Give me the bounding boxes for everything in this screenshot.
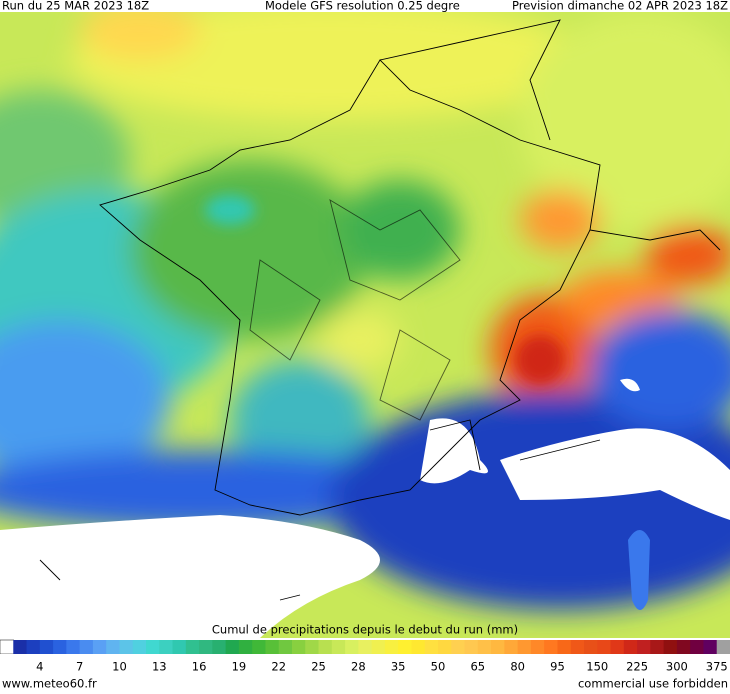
tick-label: 4 (36, 660, 43, 674)
color-swatch (0, 639, 15, 655)
color-swatch (26, 640, 41, 654)
color-swatch (345, 640, 359, 654)
color-swatch (305, 640, 320, 654)
color-swatch (278, 640, 293, 654)
color-swatch (584, 640, 598, 654)
color-swatch (384, 640, 399, 654)
color-swatch (530, 640, 545, 654)
color-swatch (146, 640, 160, 654)
tick-label: 65 (470, 660, 485, 674)
legend-title: Cumul de precipitations depuis le debut … (212, 623, 518, 637)
color-swatch (623, 640, 638, 654)
legend-band (0, 654, 730, 690)
color-swatch (663, 640, 678, 654)
color-swatch (716, 640, 730, 654)
color-swatch (79, 640, 94, 654)
color-swatch (650, 640, 665, 654)
color-swatch (411, 640, 426, 654)
run-label: Run du 25 MAR 2023 18Z (2, 0, 149, 13)
color-swatch (703, 640, 718, 654)
color-swatch (544, 640, 558, 654)
tick-label: 95 (550, 660, 565, 674)
color-swatch (331, 640, 346, 654)
color-swatch (252, 640, 266, 654)
color-swatch (172, 640, 187, 654)
color-swatch (238, 640, 253, 654)
color-swatch (39, 640, 54, 654)
color-swatch (199, 640, 213, 654)
tick-label: 16 (192, 660, 207, 674)
color-swatch (676, 640, 691, 654)
color-swatch (132, 640, 147, 654)
tick-label: 50 (431, 660, 446, 674)
tick-label: 22 (271, 660, 286, 674)
color-swatch (358, 640, 373, 654)
color-swatch (371, 640, 386, 654)
color-swatch (292, 640, 306, 654)
color-swatch (212, 640, 227, 654)
color-swatch (159, 640, 174, 654)
color-swatch (106, 640, 120, 654)
color-swatch (398, 640, 412, 654)
color-bar (0, 639, 730, 655)
color-swatch (225, 640, 240, 654)
color-swatch (451, 640, 466, 654)
tick-label: 7 (76, 660, 83, 674)
tick-label: 19 (232, 660, 247, 674)
notice-label: commercial use forbidden (578, 677, 728, 691)
forecast-label: Prevision dimanche 02 APR 2023 18Z (512, 0, 728, 13)
color-swatch (637, 640, 651, 654)
tick-label: 375 (706, 660, 728, 674)
color-swatch (92, 640, 107, 654)
color-swatch (610, 640, 625, 654)
tick-label: 28 (351, 660, 366, 674)
tick-label: 35 (391, 660, 406, 674)
color-swatch (318, 640, 333, 654)
color-swatch (119, 640, 134, 654)
color-swatch (265, 640, 280, 654)
color-swatch (570, 640, 585, 654)
color-swatch (517, 640, 532, 654)
color-swatch (53, 640, 67, 654)
tick-label: 10 (112, 660, 127, 674)
color-swatch (597, 640, 612, 654)
color-swatch (690, 640, 704, 654)
tick-label: 150 (586, 660, 608, 674)
color-swatch (504, 640, 519, 654)
color-swatch (491, 640, 505, 654)
tick-label: 13 (152, 660, 167, 674)
header-band (0, 0, 730, 12)
color-swatch (477, 640, 492, 654)
color-bar-ticks: 4 7 10 13 16 19 22 25 28 35 50 65 80 95 150 225 300 375 (36, 660, 728, 674)
site-label: www.meteo60.fr (2, 677, 97, 691)
tick-label: 80 (510, 660, 525, 674)
tick-label: 225 (626, 660, 648, 674)
color-swatch (557, 640, 572, 654)
tick-label: 25 (311, 660, 326, 674)
color-swatch (13, 640, 28, 654)
tick-label: 300 (666, 660, 688, 674)
color-swatch (66, 640, 81, 654)
precipitation-field (0, 12, 730, 638)
model-label: Modele GFS resolution 0.25 degre (265, 0, 460, 13)
color-swatch (464, 640, 479, 654)
color-swatch (424, 640, 439, 654)
color-swatch (185, 640, 200, 654)
color-swatch (438, 640, 452, 654)
